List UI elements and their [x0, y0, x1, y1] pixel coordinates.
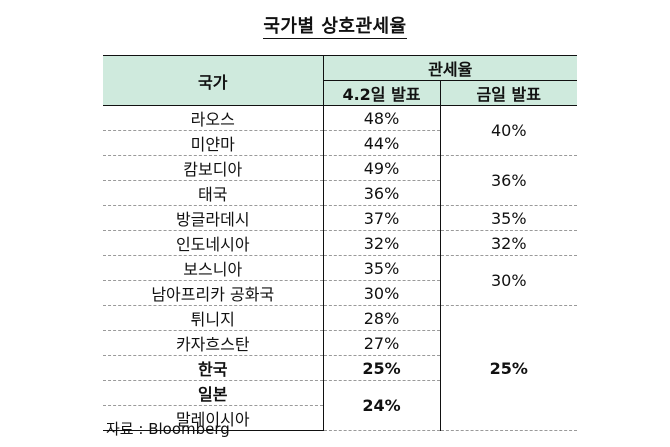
table-row: 인도네시아 32% 32%	[103, 230, 578, 256]
tariff-table: 국가 관세율 4.2일 발표 금일 발표 라오스 48% 40% 미얀마 44%…	[103, 55, 578, 431]
today-rate-cell: 35%	[440, 205, 578, 231]
table-row: 카자흐스탄 27%	[103, 330, 577, 356]
country-cell: 라오스	[103, 105, 324, 131]
table-row: 말레이시아	[103, 405, 577, 431]
country-cell: 캄보디아	[103, 155, 324, 181]
apr2-rate-cell: 24%	[323, 380, 441, 431]
table-row: 한국 25%	[103, 355, 577, 381]
today-rate-cell: 36%	[440, 155, 578, 206]
table-row: 라오스 48% 40%	[103, 105, 578, 156]
header-tariff-rate: 관세율	[323, 55, 578, 81]
country-cell: 태국	[103, 180, 324, 206]
table-row: 튀니지 28% 25%	[103, 305, 578, 431]
table-title: 국가별 상호관세율	[263, 16, 407, 39]
table-row: 일본 24%	[103, 380, 577, 431]
table-row: 미얀마 44%	[103, 130, 577, 156]
apr2-rate-cell: 49%	[323, 155, 441, 181]
apr2-rate-cell: 36%	[323, 180, 441, 206]
apr2-rate-cell: 37%	[323, 205, 441, 231]
apr2-rate-cell: 35%	[323, 255, 441, 281]
today-rate-cell: 32%	[440, 230, 578, 256]
country-cell: 보스니아	[103, 255, 324, 281]
table-row: 보스니아 35% 30%	[103, 255, 578, 306]
today-rate-cell: 40%	[440, 105, 578, 156]
country-cell: 카자흐스탄	[103, 330, 324, 356]
today-rate-cell: 30%	[440, 255, 578, 306]
apr2-rate-cell: 27%	[323, 330, 441, 356]
today-rate-cell: 25%	[440, 305, 578, 431]
table-row: 캄보디아 49% 36%	[103, 155, 578, 206]
table-row: 태국 36%	[103, 180, 577, 206]
header-today: 금일 발표	[440, 80, 578, 106]
apr2-rate-cell: 28%	[323, 305, 441, 331]
table-row: 남아프리카 공화국 30%	[103, 280, 577, 306]
apr2-rate-cell: 30%	[323, 280, 441, 306]
country-cell: 말레이시아	[103, 405, 324, 431]
country-cell: 남아프리카 공화국	[103, 280, 324, 306]
apr2-rate-cell: 48%	[323, 105, 441, 131]
source-note: 자료 : Bloomberg	[106, 420, 230, 438]
country-cell: 일본	[103, 380, 324, 406]
country-cell: 한국	[103, 355, 324, 381]
apr2-rate-cell: 25%	[323, 355, 441, 381]
apr2-rate-cell: 44%	[323, 130, 441, 156]
table-row: 방글라데시 37% 35%	[103, 205, 578, 231]
apr2-rate-cell: 32%	[323, 230, 441, 256]
country-cell: 인도네시아	[103, 230, 324, 256]
country-cell: 미얀마	[103, 130, 324, 156]
header-apr2: 4.2일 발표	[323, 80, 441, 106]
country-cell: 방글라데시	[103, 205, 324, 231]
country-cell: 튀니지	[103, 305, 324, 331]
header-country: 국가	[103, 55, 324, 106]
